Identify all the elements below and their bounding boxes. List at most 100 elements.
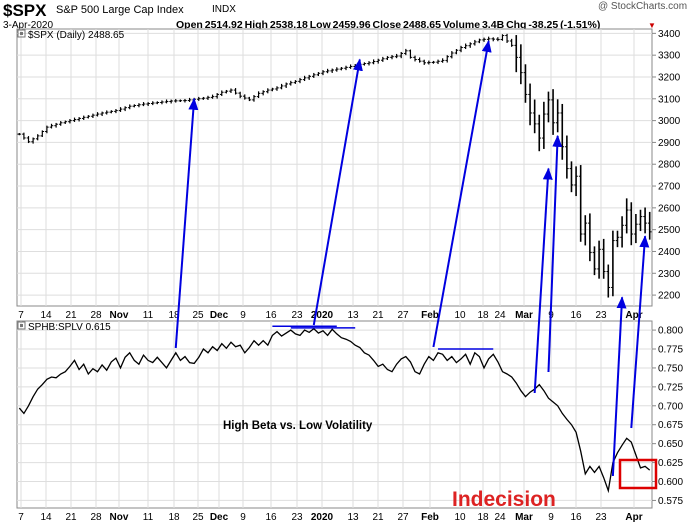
x-tick-label: 28 [90,512,102,523]
x-tick-label: 23 [291,512,303,523]
exchange-code: INDX [212,4,236,15]
stockcharts-watermark: @ StockCharts.com [598,1,688,12]
ratio-vertical-grid [20,321,635,508]
x-tick-label: 9 [548,512,554,523]
down-arrow-icon: ▼ [648,21,656,30]
y-tick-label: 2300 [658,269,681,280]
price-plot-area [16,28,653,307]
callout-arrow [547,134,563,373]
y-tick-label: 0.725 [658,382,683,393]
callout-arrow [533,167,553,394]
indecision-label: Indecision [452,488,556,511]
x-tick-label: 18 [168,310,180,321]
quote-date: 3-Apr-2020 [3,20,54,31]
y-tick-label: 2200 [658,291,681,302]
x-tick-label: 9 [240,512,246,523]
y-tick-label: 3400 [658,29,681,40]
x-tick-label: 13 [347,310,359,321]
price-bars [17,33,652,298]
callout-arrow [432,40,492,348]
x-tick-label: Nov [110,310,129,321]
y-tick-label: 0.800 [658,326,683,337]
x-tick-label: 16 [570,512,582,523]
x-tick-label: 7 [18,512,24,523]
callout-arrow [611,296,627,477]
x-tick-label: 14 [40,512,52,523]
x-tick-label: 11 [143,512,154,523]
x-tick-label: 23 [291,310,303,321]
x-tick-label: Dec [210,310,229,321]
ratio-legend-swatch-fill [20,324,23,327]
y-tick-label: 3200 [658,72,681,83]
callout-arrow [174,97,199,349]
y-tick-label: 0.775 [658,345,683,356]
ratio-series-line [18,327,651,494]
y-tick-label: 2500 [658,225,681,236]
y-tick-label: 3000 [658,116,681,127]
quote-summary: Open 2514.92 High 2538.18 Low 2459.96 Cl… [176,19,601,31]
x-tick-label: 16 [265,512,277,523]
y-tick-label: 2700 [658,182,681,193]
x-tick-label: 24 [494,512,506,523]
y-tick-label: 2400 [658,247,681,258]
price-legend-swatch [17,29,26,38]
x-tick-label: 21 [65,310,77,321]
x-tick-label: 21 [65,512,77,523]
x-tick-label: 10 [454,512,466,523]
ratio-legend-swatch [17,321,26,330]
y-tick-label: 0.750 [658,363,683,374]
x-tick-label: 11 [143,310,154,321]
index-name: S&P 500 Large Cap Index [56,4,184,16]
callout-arrow [312,58,363,326]
x-tick-label: 2020 [311,310,334,321]
callout-arrows [174,40,650,477]
x-tick-label: 7 [18,310,24,321]
x-tick-label: Feb [421,310,439,321]
x-tick-label: 9 [240,310,246,321]
y-tick-label: 2600 [658,203,681,214]
x-tick-label: 21 [372,310,384,321]
ratio-plot-area [16,320,653,509]
x-tick-label: 10 [454,310,466,321]
ratio-legend-label: SPHB:SPLV 0.615 [28,322,111,333]
ratio-horizontal-grid [17,329,652,501]
y-tick-label: 3300 [658,51,681,62]
callout-arrow [630,235,650,429]
x-tick-label: Apr [625,310,642,321]
x-tick-label: 23 [595,310,607,321]
x-tick-label: 25 [192,512,204,523]
price-legend-label: $SPX (Daily) 2488.65 [28,30,125,41]
ticker-symbol: $SPX [3,1,47,20]
x-tick-label: 27 [397,310,409,321]
x-tick-label: Mar [515,512,533,523]
x-tick-label: 14 [40,310,52,321]
y-tick-label: 0.700 [658,401,683,412]
y-tick-label: 3100 [658,94,681,105]
indecision-box [618,458,658,490]
price-legend-swatch-fill [20,32,23,35]
x-tick-label: 2020 [311,512,334,523]
price-horizontal-grid [17,32,652,296]
x-tick-label: 24 [494,310,506,321]
y-tick-label: 0.650 [658,439,683,450]
x-tick-label: 28 [90,310,102,321]
x-tick-label: Apr [625,512,642,523]
x-tick-label: Dec [210,512,229,523]
x-tick-label: 27 [397,512,409,523]
y-tick-label: 0.575 [658,496,683,507]
x-tick-label: 23 [595,512,607,523]
x-tick-label: 18 [477,310,489,321]
x-tick-label: 25 [192,310,204,321]
x-tick-label: 16 [570,310,582,321]
x-tick-label: Mar [515,310,533,321]
x-tick-label: 16 [265,310,277,321]
ratio-annotation: High Beta vs. Low Volatility [223,420,373,432]
x-tick-label: 21 [372,512,384,523]
y-tick-label: 2900 [658,138,681,149]
y-tick-label: 0.625 [658,458,683,469]
x-tick-label: 13 [347,512,359,523]
y-tick-label: 2800 [658,160,681,171]
y-tick-label: 0.675 [658,420,683,431]
